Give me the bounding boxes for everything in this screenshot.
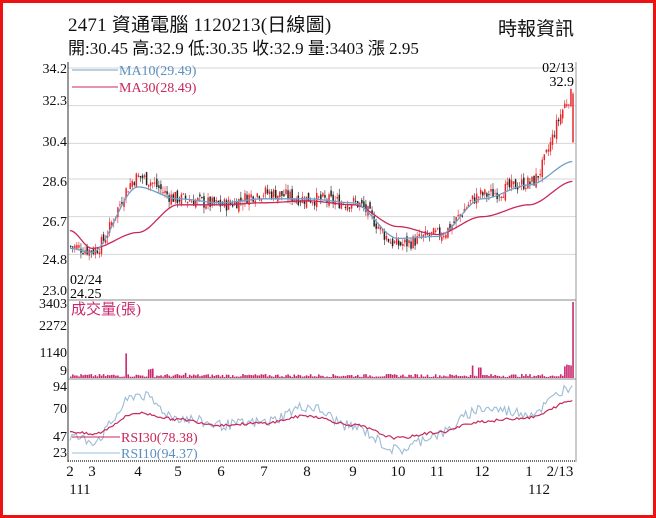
x-tick: 9 <box>349 464 357 480</box>
high-value-label: 32.9 <box>550 75 575 90</box>
y-tick: 23.0 <box>43 284 68 299</box>
source-brand: 時報資訊 <box>498 19 575 40</box>
y-tick: 9 <box>60 364 67 379</box>
y-tick: 2272 <box>39 319 67 334</box>
high-date-label: 02/13 <box>542 61 574 76</box>
x-tick: 7 <box>260 464 268 480</box>
volume-bars <box>70 302 574 378</box>
x-tick: 10 <box>391 464 406 480</box>
price-y-labels: 34.2 32.3 30.4 28.6 26.7 24.8 23.0 <box>43 62 68 299</box>
ma10-legend: MA10(29.49) <box>119 64 197 79</box>
volume-y-labels: 3403 2272 1140 9 <box>39 297 67 379</box>
y-tick: 23 <box>53 446 67 461</box>
x-tick: 1 <box>525 464 533 480</box>
x-tick: 11 <box>430 464 444 480</box>
gridlines <box>68 67 576 255</box>
y-tick: 28.6 <box>43 175 68 190</box>
x-tick: 6 <box>217 464 225 480</box>
y-tick: 47 <box>53 430 67 445</box>
ma30-legend: MA30(28.49) <box>119 81 197 96</box>
x-tick: 3 <box>88 464 96 480</box>
y-tick: 24.8 <box>43 253 68 268</box>
rsi10-line <box>69 384 573 456</box>
y-tick: 30.4 <box>43 135 68 150</box>
volume-title: 成交量(張) <box>71 300 141 318</box>
x-tick: 5 <box>174 464 182 480</box>
year-label: 111 <box>69 482 90 498</box>
rsi-y-labels: 94 70 47 23 <box>53 380 67 461</box>
rsi30-line <box>70 399 573 440</box>
x-tick: 2/13 <box>547 464 574 480</box>
quote-summary: 開:30.45 高:32.9 低:30.35 收:32.9 量:3403 漲 2… <box>68 39 419 58</box>
rsi10-legend: RSI10(94.37) <box>121 447 198 462</box>
ma10-line <box>69 160 573 253</box>
y-tick: 34.2 <box>43 62 68 77</box>
year-label: 112 <box>528 482 550 498</box>
rsi30-legend: RSI30(78.38) <box>121 431 198 446</box>
y-tick: 70 <box>53 402 67 417</box>
y-tick: 1140 <box>40 346 67 361</box>
y-tick: 32.3 <box>43 94 68 109</box>
x-axis-labels: 2 3 4 5 6 7 8 9 10 11 12 1 2/13 111 112 <box>66 464 573 498</box>
y-tick: 94 <box>53 380 67 395</box>
y-tick: 26.7 <box>43 215 68 230</box>
x-tick: 2 <box>66 464 74 480</box>
low-value-label: 24.25 <box>70 287 102 302</box>
x-tick: 12 <box>475 464 490 480</box>
chart-title: 2471 資通電腦 1120213(日線圖) <box>68 15 332 36</box>
candlesticks <box>70 88 574 261</box>
y-tick: 3403 <box>39 297 67 312</box>
low-date-label: 02/24 <box>70 273 102 288</box>
x-tick: 8 <box>303 464 311 480</box>
x-tick: 4 <box>134 464 142 480</box>
ma30-line <box>69 180 573 250</box>
